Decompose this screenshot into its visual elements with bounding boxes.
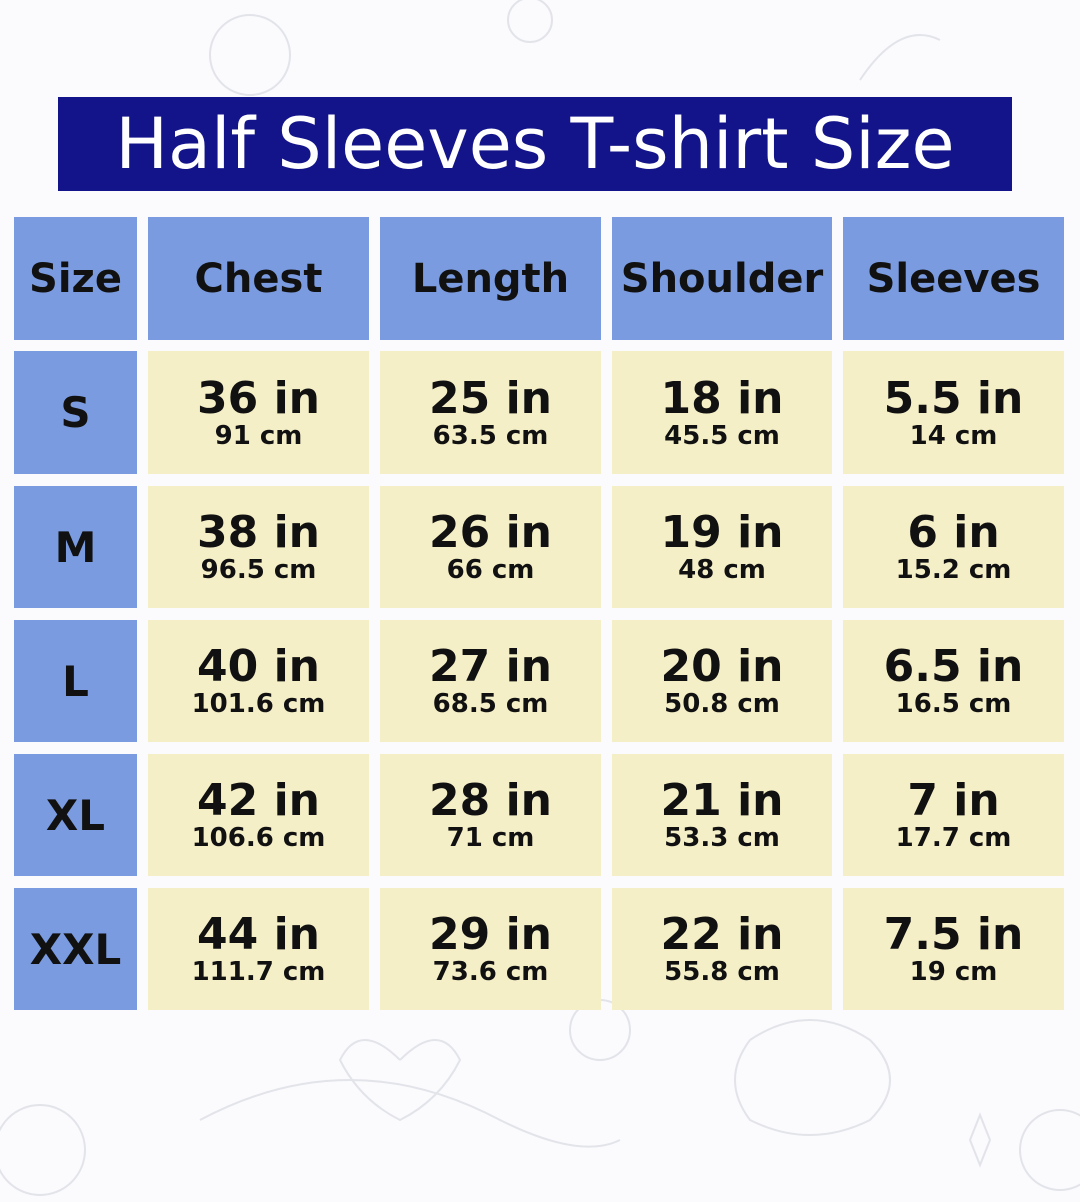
inches-value: 19 in — [660, 507, 784, 558]
measurement-cell: 6.5 in 16.5 cm — [843, 620, 1064, 742]
inches-value: 18 in — [660, 372, 784, 424]
inches-value: 29 in — [429, 909, 552, 960]
centimeters-value: 91 cm — [214, 420, 303, 451]
size-label: S — [14, 351, 137, 474]
centimeters-value: 68.5 cm — [432, 689, 549, 719]
centimeters-value: 53.3 cm — [664, 823, 780, 853]
inches-value: 26 in — [429, 507, 552, 558]
column-header-shoulder: Shoulder — [612, 217, 832, 340]
centimeters-value: 55.8 cm — [664, 957, 780, 987]
centimeters-value: 16.5 cm — [895, 689, 1012, 719]
centimeters-value: 50.8 cm — [664, 689, 780, 719]
size-label: M — [14, 486, 137, 608]
centimeters-value: 14 cm — [909, 420, 998, 451]
inches-value: 7 in — [907, 775, 1000, 826]
inches-value: 42 in — [197, 775, 320, 826]
measurement-cell: 26 in 66 cm — [380, 486, 601, 608]
inches-value: 40 in — [197, 641, 320, 692]
measurement-cell: 6 in 15.2 cm — [843, 486, 1064, 608]
size-label: XXL — [14, 888, 137, 1010]
centimeters-value: 17.7 cm — [895, 823, 1012, 853]
measurement-cell: 25 in 63.5 cm — [380, 351, 601, 474]
measurement-cell: 38 in 96.5 cm — [148, 486, 369, 608]
inches-value: 28 in — [429, 775, 552, 826]
measurement-cell: 28 in 71 cm — [380, 754, 601, 876]
inches-value: 21 in — [660, 775, 784, 826]
centimeters-value: 15.2 cm — [895, 555, 1012, 585]
measurement-cell: 5.5 in 14 cm — [843, 351, 1064, 474]
centimeters-value: 63.5 cm — [432, 420, 549, 451]
inches-value: 22 in — [660, 909, 784, 960]
page-title: Half Sleeves T-shirt Size — [58, 97, 1012, 191]
measurement-cell: 19 in 48 cm — [612, 486, 832, 608]
inches-value: 25 in — [429, 372, 552, 424]
size-label: L — [14, 620, 137, 742]
inches-value: 36 in — [197, 372, 320, 424]
column-header-sleeves: Sleeves — [843, 217, 1064, 340]
measurement-cell: 7 in 17.7 cm — [843, 754, 1064, 876]
centimeters-value: 45.5 cm — [664, 420, 780, 451]
inches-value: 38 in — [197, 507, 320, 558]
centimeters-value: 106.6 cm — [191, 823, 326, 853]
measurement-cell: 27 in 68.5 cm — [380, 620, 601, 742]
size-label: XL — [14, 754, 137, 876]
inches-value: 7.5 in — [883, 909, 1024, 960]
measurement-cell: 22 in 55.8 cm — [612, 888, 832, 1010]
measurement-cell: 18 in 45.5 cm — [612, 351, 832, 474]
column-header-chest: Chest — [148, 217, 369, 340]
measurement-cell: 20 in 50.8 cm — [612, 620, 832, 742]
column-header-length: Length — [380, 217, 601, 340]
inches-value: 44 in — [197, 909, 320, 960]
measurement-cell: 40 in 101.6 cm — [148, 620, 369, 742]
measurement-cell: 44 in 111.7 cm — [148, 888, 369, 1010]
centimeters-value: 71 cm — [446, 823, 535, 853]
measurement-cell: 7.5 in 19 cm — [843, 888, 1064, 1010]
centimeters-value: 111.7 cm — [191, 957, 326, 987]
inches-value: 27 in — [429, 641, 552, 692]
measurement-cell: 42 in 106.6 cm — [148, 754, 369, 876]
centimeters-value: 66 cm — [446, 555, 535, 585]
measurement-cell: 29 in 73.6 cm — [380, 888, 601, 1010]
inches-value: 20 in — [660, 641, 784, 692]
measurement-cell: 36 in 91 cm — [148, 351, 369, 474]
column-header-size: Size — [14, 217, 137, 340]
centimeters-value: 19 cm — [909, 957, 998, 987]
inches-value: 5.5 in — [883, 372, 1024, 424]
centimeters-value: 96.5 cm — [200, 555, 317, 585]
inches-value: 6.5 in — [883, 641, 1024, 692]
measurement-cell: 21 in 53.3 cm — [612, 754, 832, 876]
centimeters-value: 101.6 cm — [191, 689, 326, 719]
centimeters-value: 73.6 cm — [432, 957, 549, 987]
centimeters-value: 48 cm — [678, 555, 766, 585]
inches-value: 6 in — [907, 507, 1000, 558]
